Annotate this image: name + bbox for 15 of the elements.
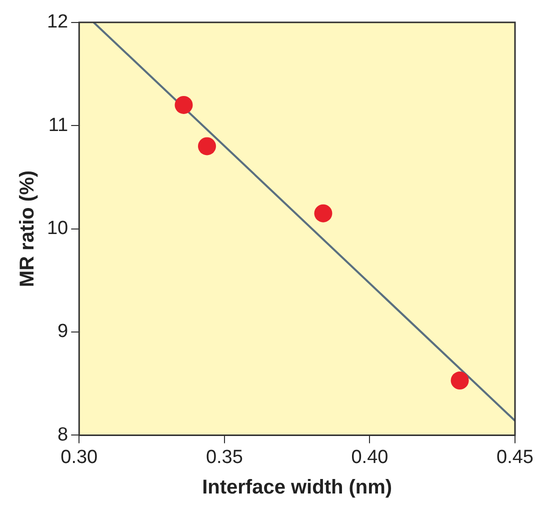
y-axis-title: MR ratio (%) xyxy=(16,170,39,288)
y-tick-label: 11 xyxy=(48,114,68,136)
y-tick-label: 10 xyxy=(46,218,68,240)
point xyxy=(314,204,332,222)
point xyxy=(198,137,216,156)
x-tick-label: 0.30 xyxy=(60,446,98,468)
x-tick-label: 0.35 xyxy=(206,446,243,468)
y-tick-label: 8 xyxy=(58,424,68,446)
x-tick-label: 0.40 xyxy=(351,446,388,468)
point xyxy=(174,96,193,114)
x-axis-title: Interface width (nm) xyxy=(202,476,392,499)
y-tick-label: 9 xyxy=(58,321,68,342)
point xyxy=(450,372,469,390)
y-tick-label: 12 xyxy=(46,12,68,33)
x-tick-label: 0.45 xyxy=(496,446,534,468)
